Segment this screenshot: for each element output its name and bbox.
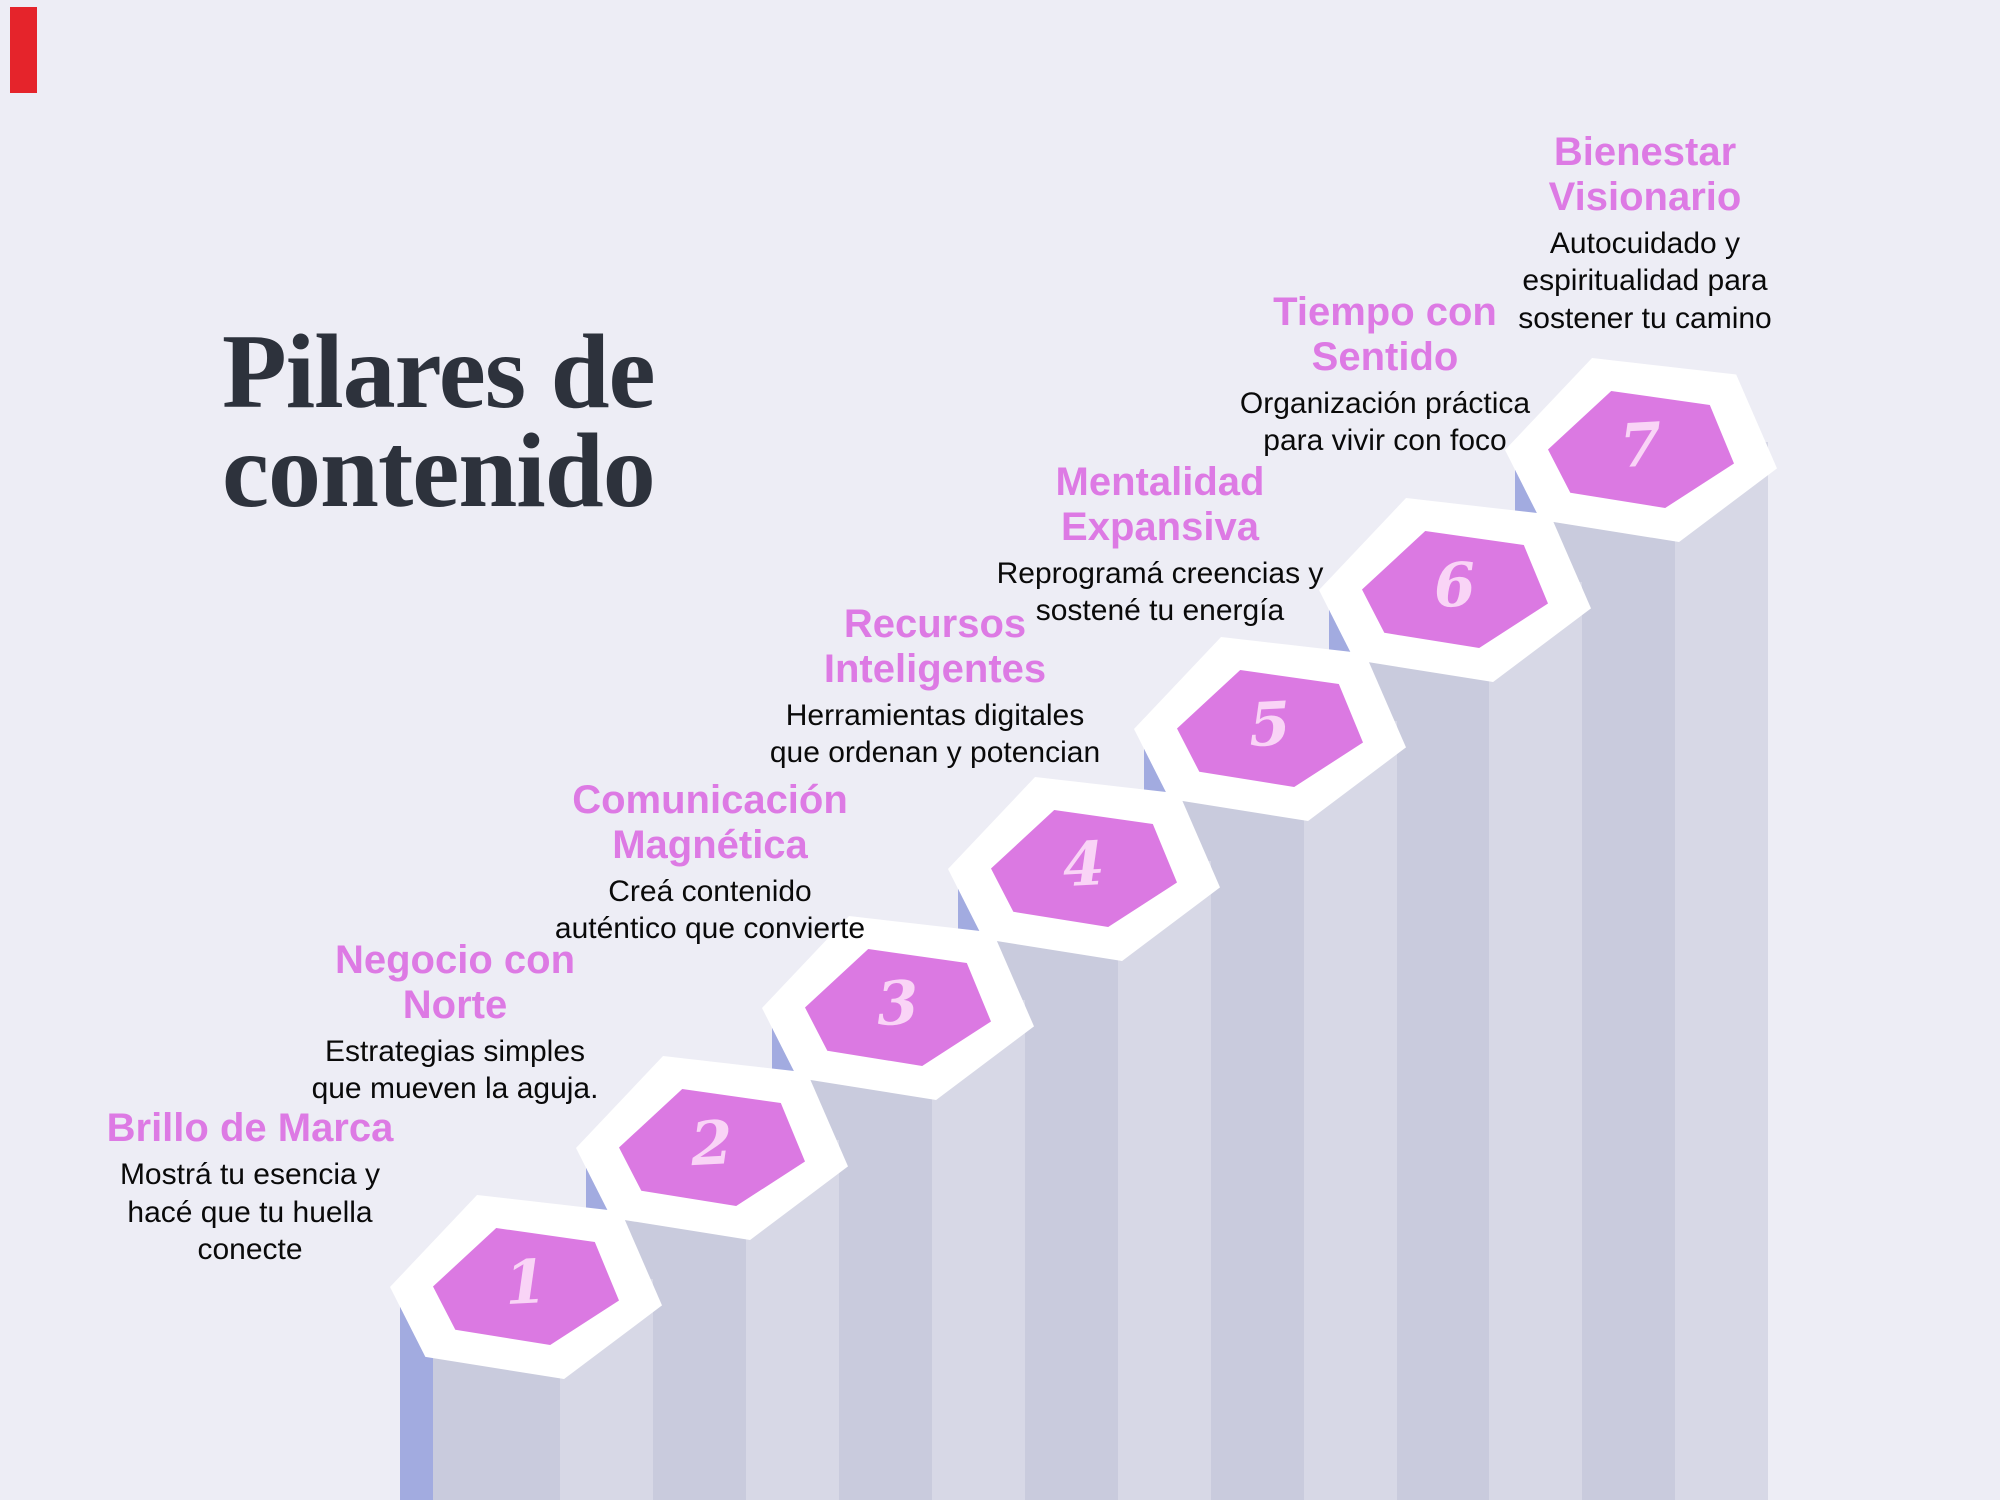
step-3-description: Creá contenido auténtico que convierte	[480, 873, 940, 949]
step-3-hexagon: 3	[805, 949, 991, 1066]
step-1-label: Brillo de Marca Mostrá tu esencia y hacé…	[20, 1106, 480, 1269]
step-2-desc-line: Estrategias simples	[324, 1034, 586, 1068]
step-6-description: Organización práctica para vivir con foc…	[1155, 385, 1615, 461]
step-6-label: Tiempo con Sentido Organización práctica…	[1155, 290, 1615, 460]
step-7-title-line: Visionario	[1548, 174, 1742, 219]
step-5-title-line: Expansiva	[1061, 504, 1259, 549]
step-4-label: Recursos Inteligentes Herramientas digit…	[705, 602, 1165, 772]
step-4-title-line: Inteligentes	[823, 646, 1047, 691]
step-1-desc-line: hacé que tu huella	[127, 1195, 373, 1229]
step-2-label: Negocio con Norte Estrategias simples qu…	[225, 938, 685, 1108]
step-5-desc-line: sostené tu energía	[1035, 594, 1285, 628]
step-2-description: Estrategias simples que mueven la aguja.	[225, 1033, 685, 1109]
step-5-hexagon: 5	[1177, 670, 1363, 787]
step-3-desc-line: auténtico que convierte	[554, 912, 866, 946]
step-4-title-line: Recursos	[843, 602, 1027, 646]
step-6-number: 6	[1432, 549, 1478, 622]
pillar-front-right-face	[1489, 582, 1582, 1500]
step-2-title: Negocio con Norte	[225, 938, 685, 1028]
step-7-desc-line: Autocuidado y	[1549, 226, 1741, 260]
step-7-number: 7	[1618, 409, 1664, 482]
step-1-title-line: Brillo de Marca	[106, 1106, 394, 1150]
step-4-hexagon: 4	[991, 810, 1177, 927]
red-corner-marker	[10, 7, 37, 93]
step-7-desc-line: espiritualidad para	[1522, 264, 1768, 298]
step-7-desc-line: sostener tu camino	[1518, 302, 1772, 336]
step-7-title: Bienestar Visionario	[1415, 130, 1875, 220]
step-3-title-line: Magnética	[612, 822, 808, 867]
step-3-title-line: Comunicación	[572, 778, 848, 822]
step-5-title-line: Mentalidad	[1055, 460, 1265, 504]
step-6-desc-line: Organización práctica	[1239, 386, 1531, 420]
step-1-number: 1	[503, 1246, 549, 1319]
pillar-front-right-face	[1304, 721, 1397, 1500]
step-2-title-line: Negocio con	[334, 938, 576, 982]
step-2-number: 2	[689, 1107, 735, 1180]
pillar-front-right-face	[1675, 442, 1768, 1500]
step-4-number: 4	[1061, 828, 1107, 901]
step-6-desc-line: para vivir con foco	[1263, 424, 1507, 458]
step-7-title-line: Bienestar	[1553, 130, 1737, 174]
step-5-number: 5	[1247, 688, 1293, 761]
page-title: Pilares de contenido	[222, 319, 656, 524]
step-3-label: Comunicación Magnética Creá contenido au…	[480, 778, 940, 948]
step-2-desc-line: que mueven la aguja.	[311, 1072, 599, 1106]
step-6-title-line: Tiempo con	[1273, 290, 1497, 334]
step-1-description: Mostrá tu esencia y hacé que tu huella c…	[20, 1156, 480, 1269]
step-6-title-line: Sentido	[1311, 334, 1459, 379]
step-7-description: Autocuidado y espiritualidad para sosten…	[1415, 225, 1875, 338]
step-4-description: Herramientas digitales que ordenan y pot…	[705, 697, 1165, 773]
step-3-title: Comunicación Magnética	[480, 778, 940, 868]
page-title-line-1: Pilares de	[222, 313, 656, 431]
step-1-title: Brillo de Marca	[20, 1106, 480, 1151]
step-5-title: Mentalidad Expansiva	[930, 460, 1390, 550]
step-7-label: Bienestar Visionario Autocuidado y espir…	[1415, 130, 1875, 338]
step-6-title: Tiempo con Sentido	[1155, 290, 1615, 380]
step-5-desc-line: Reprogramá creencias y	[996, 556, 1324, 590]
page-title-line-2: contenido	[222, 411, 656, 529]
step-3-desc-line: Creá contenido	[608, 874, 812, 908]
pillar-front-right-face	[1118, 861, 1211, 1500]
step-5-description: Reprogramá creencias y sostené tu energí…	[930, 555, 1390, 631]
step-1-desc-line: Mostrá tu esencia y	[119, 1157, 381, 1191]
step-4-title: Recursos Inteligentes	[705, 602, 1165, 692]
step-1-desc-line: conecte	[197, 1233, 303, 1267]
step-3-number: 3	[875, 967, 921, 1040]
step-5-label: Mentalidad Expansiva Reprogramá creencia…	[930, 460, 1390, 630]
step-4-desc-line: Herramientas digitales	[785, 698, 1085, 732]
step-4-desc-line: que ordenan y potencian	[769, 736, 1101, 770]
step-2-title-line: Norte	[402, 982, 508, 1027]
